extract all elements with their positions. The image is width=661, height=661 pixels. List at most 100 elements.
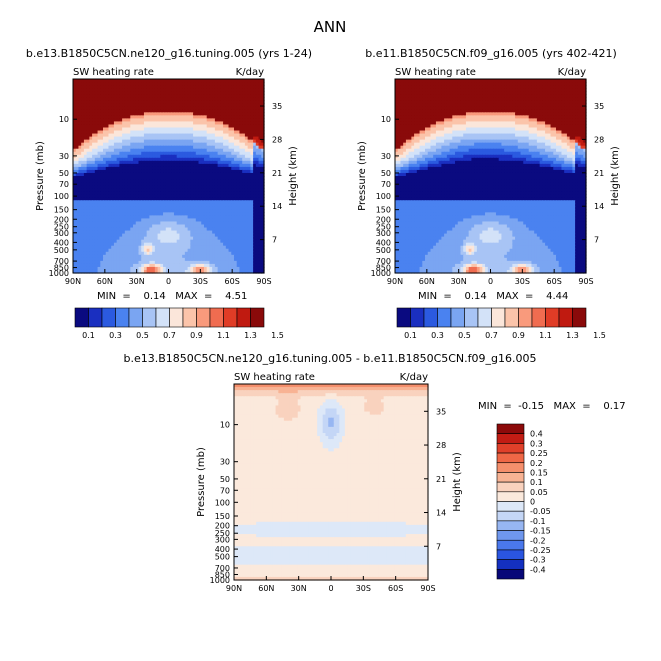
contour-cell xyxy=(119,100,123,104)
contour-cell xyxy=(233,91,238,95)
contour-cell xyxy=(228,112,232,116)
contour-cell xyxy=(143,79,148,83)
contour-cell xyxy=(253,109,257,113)
right-tick-label: 7 xyxy=(272,236,277,245)
contour-cell xyxy=(225,85,230,89)
contour-cell xyxy=(231,112,235,116)
contour-cell xyxy=(113,91,118,95)
contour-cell xyxy=(244,91,249,95)
contour-cell xyxy=(255,109,260,113)
contour-cell xyxy=(212,88,216,92)
contour-cell xyxy=(83,112,88,116)
contour-cell xyxy=(100,97,104,101)
contour-cell xyxy=(103,91,107,95)
contour-cell xyxy=(160,106,164,110)
contour-cell xyxy=(184,85,189,89)
contour-cell xyxy=(184,112,189,116)
contour-cell xyxy=(233,85,238,89)
contour-cell xyxy=(97,79,101,83)
contour-cell xyxy=(165,85,170,89)
contour-cell xyxy=(157,109,161,113)
contour-cell xyxy=(187,88,191,92)
contour-cell xyxy=(179,100,183,104)
contour-cell xyxy=(141,100,145,104)
contour-cell xyxy=(231,91,235,95)
contour-cell xyxy=(173,85,178,89)
contour-cell xyxy=(105,82,110,86)
contour-cell xyxy=(143,82,148,86)
contour-cell xyxy=(116,79,120,83)
contour-cell xyxy=(154,91,159,95)
contour-cell xyxy=(176,100,181,104)
contour-cell xyxy=(94,118,99,123)
panel-1-title: b.e13.B1850C5CN.ne120_g16.tuning.005 (yr… xyxy=(26,47,312,60)
contour-cell xyxy=(141,109,145,113)
contour-cell xyxy=(233,109,238,113)
contour-cell xyxy=(78,118,82,123)
contour-cell xyxy=(89,85,93,89)
contour-cell xyxy=(214,85,219,89)
contour-cell xyxy=(242,79,246,83)
contour-cell xyxy=(171,79,175,83)
contour-cell xyxy=(179,112,183,116)
contour-cell xyxy=(217,97,221,101)
contour-cell xyxy=(236,97,241,101)
contour-cell xyxy=(154,109,159,113)
contour-cell xyxy=(214,106,219,110)
contour-cell xyxy=(86,79,90,83)
contour-cell xyxy=(228,109,232,113)
panel-3-variable: SW heating rate xyxy=(234,372,315,383)
contour-cell xyxy=(206,91,211,95)
contour-cell xyxy=(108,88,112,92)
contour-cell xyxy=(244,112,249,116)
contour-cell xyxy=(143,112,148,116)
contour-cell xyxy=(217,115,221,120)
contour-cell xyxy=(171,100,175,104)
contour-cell xyxy=(163,82,167,86)
contour-cell xyxy=(143,91,148,95)
contour-cell xyxy=(239,88,243,92)
contour-cell xyxy=(103,103,107,107)
contour-cell xyxy=(212,94,216,98)
contour-cell xyxy=(116,106,120,110)
contour-cell xyxy=(176,91,181,95)
contour-cell xyxy=(75,109,80,113)
contour-cell xyxy=(92,112,96,116)
contour-cell xyxy=(94,100,99,104)
contour-cell xyxy=(171,109,175,113)
contour-cell xyxy=(97,85,101,89)
contour-cell xyxy=(81,82,85,86)
contour-cell xyxy=(146,106,150,110)
contour-cell xyxy=(253,82,257,86)
contour-cell xyxy=(146,109,150,113)
contour-cell xyxy=(236,109,241,113)
contour-cell xyxy=(154,79,159,83)
contour-cell xyxy=(228,91,232,95)
contour-cell xyxy=(108,82,112,86)
contour-cell xyxy=(190,79,194,83)
contour-cell xyxy=(187,94,191,98)
contour-cell xyxy=(124,97,129,101)
contour-cell xyxy=(94,79,99,83)
contour-cell xyxy=(94,103,99,107)
contour-cell xyxy=(171,112,175,116)
contour-cell xyxy=(154,82,159,86)
contour-cell xyxy=(173,82,178,86)
contour-cell xyxy=(75,91,80,95)
contour-cell xyxy=(223,97,227,101)
contour-cell xyxy=(220,103,224,107)
contour-cell xyxy=(89,112,93,116)
contour-cell xyxy=(184,100,189,104)
contour-cell xyxy=(160,85,164,89)
contour-cell xyxy=(124,88,129,92)
contour-cell xyxy=(92,115,96,120)
contour-cell xyxy=(206,82,211,86)
contour-cell xyxy=(89,115,93,120)
contour-cell xyxy=(138,97,142,101)
contour-cell xyxy=(250,109,254,113)
contour-cell xyxy=(94,88,99,92)
contour-cell xyxy=(261,109,265,113)
contour-cell xyxy=(127,112,131,116)
contour-cell xyxy=(236,82,241,86)
contour-cell xyxy=(244,85,249,89)
